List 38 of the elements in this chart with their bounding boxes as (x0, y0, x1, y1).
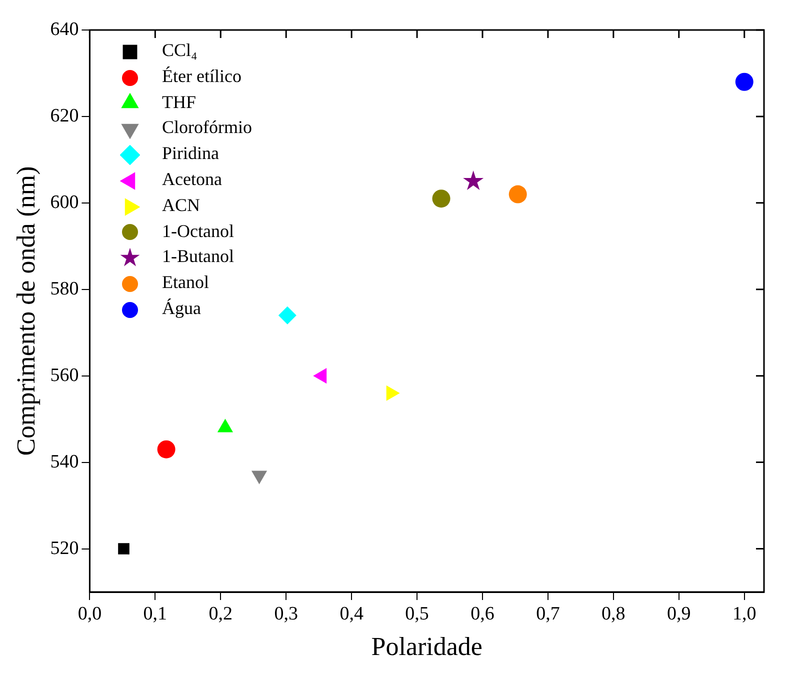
legend-label: Clorofórmio (162, 117, 252, 138)
x-tick-label: 0,8 (602, 603, 626, 624)
legend-label: 1-Octanol (162, 220, 234, 241)
point (735, 72, 754, 91)
x-tick-label: 0,4 (340, 603, 364, 624)
x-tick-label: 0,7 (536, 603, 560, 624)
point (508, 185, 527, 204)
legend-label: Água (162, 298, 201, 318)
y-tick-label: 620 (50, 105, 79, 126)
legend-label: Acetona (162, 168, 222, 189)
x-axis-title: Polaridade (371, 632, 482, 662)
x-tick-label: 0,9 (667, 603, 691, 624)
y-axis-title: Comprimento de onda (nm) (11, 166, 40, 456)
x-tick-label: 0,5 (405, 603, 429, 624)
y-tick-label: 560 (50, 364, 79, 386)
y-tick-label: 600 (50, 192, 79, 213)
y-tick-label: 540 (50, 451, 79, 472)
x-tick-label: 0,3 (274, 603, 298, 624)
y-tick-label: 580 (50, 278, 79, 300)
legend-label: ACN (162, 194, 200, 215)
x-tick-label: 0,1 (143, 603, 168, 624)
legend-label: THF (162, 92, 196, 112)
point (118, 543, 130, 554)
point (463, 170, 484, 190)
y-tick-label: 520 (50, 538, 79, 559)
legend-label: Éter etílico (162, 66, 242, 86)
y-tick-label: 640 (50, 18, 79, 40)
x-tick-label: 1,0 (732, 603, 756, 624)
legend-label: 1-Butanol (162, 246, 234, 266)
x-tick-label: 0,2 (208, 603, 233, 624)
point (432, 190, 450, 208)
x-tick-label: 0,6 (470, 603, 494, 624)
legend-label: Etanol (162, 272, 209, 292)
x-tick-label: 0,0 (78, 603, 102, 624)
point (278, 306, 296, 324)
legend-label: Piridina (162, 143, 219, 164)
legend-label: CCl₄ (162, 40, 198, 60)
point (157, 440, 176, 458)
